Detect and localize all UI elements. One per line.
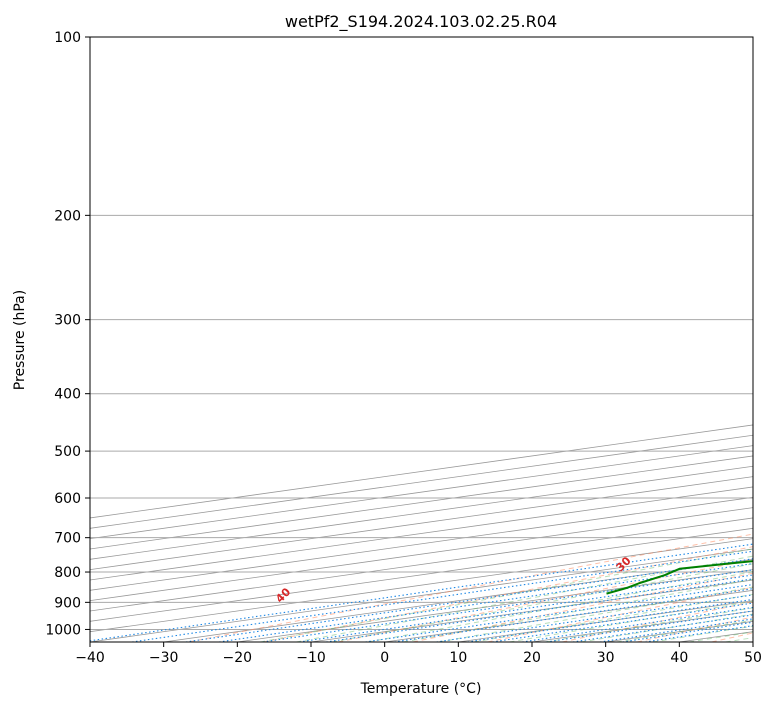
y-tick-label: 400 [54,387,81,403]
y-tick-label: 700 [54,531,81,547]
y-tick-label: 200 [54,208,81,224]
dry-adiabat-line [487,586,753,642]
x-tick-label: −40 [75,650,105,666]
x-tick-label: 20 [523,650,541,666]
tick-layer: −40 −30 −20 −10 0 10 20 30 40 50 100 200 300 400 500 60… [45,30,762,666]
x-tick-label: 30 [597,650,615,666]
y-tick-label: 600 [54,491,81,507]
x-axis-label: Temperature (°C) [360,681,482,697]
isotherm-line [90,527,753,622]
mixing-ratio-line [90,543,753,642]
plot-frame [89,36,754,643]
plot-area [90,37,753,642]
grid-layer [90,37,753,642]
x-tick-label: 10 [449,650,467,666]
isotherm-line [90,476,753,571]
moist-adiabat-line [296,555,753,642]
y-tick-label: 300 [54,313,81,329]
dry-adiabat-line [188,533,753,642]
chart-title: wetPf2_S194.2024.103.02.25.R04 [285,12,557,32]
x-tick-label: −20 [223,650,253,666]
y-axis-label: Pressure (hPa) [12,290,28,390]
y-tick-label: 800 [54,565,81,581]
mixing-ratio-line [365,583,753,642]
x-tick-label: −30 [149,650,179,666]
y-tick-label: 900 [54,595,81,611]
isotherm-line [90,465,753,560]
mixing-ratio-line [467,598,753,642]
y-tick-label: 100 [54,30,81,46]
isotherm-line [90,517,753,612]
moist-adiabat-line [367,571,753,642]
isotherm-line [90,496,753,591]
x-tick-label: −10 [296,650,326,666]
x-tick-label: 50 [744,650,762,666]
isotherm-line [90,507,753,602]
mixing-ratio-line [394,588,753,642]
isotherm-line [752,641,753,642]
isotherm-line [90,455,753,550]
isotherm-line [90,538,753,633]
mixing-ratio-line [436,594,753,642]
moist-adiabat-line [509,600,753,642]
dry-adiabat-line [263,546,753,642]
dry-adiabat-line [412,572,753,642]
moist-adiabat-line [438,586,753,642]
moist-adiabat-line [260,548,753,642]
isotherm-line [90,486,753,581]
y-tick-label: 1000 [45,622,81,638]
temperature-line [758,37,775,594]
x-tick-label: 0 [380,650,389,666]
y-tick-label: 500 [54,444,81,460]
x-tick-label: 40 [670,650,688,666]
